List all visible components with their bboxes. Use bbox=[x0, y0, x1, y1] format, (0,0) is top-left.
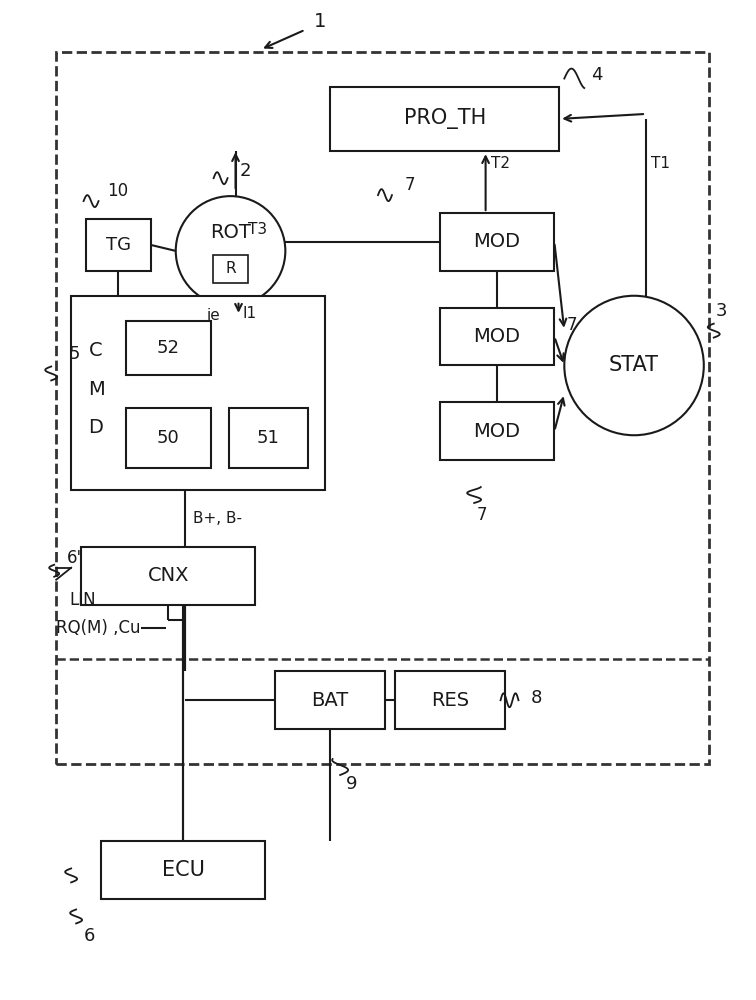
Text: 6: 6 bbox=[83, 927, 94, 945]
Text: MOD: MOD bbox=[473, 327, 521, 346]
Bar bbox=[275, 671, 385, 729]
Text: 6': 6' bbox=[67, 549, 82, 567]
Text: C: C bbox=[89, 341, 103, 360]
Text: T3: T3 bbox=[249, 222, 268, 237]
Bar bbox=[126, 408, 211, 468]
Bar bbox=[440, 402, 554, 460]
Text: 4: 4 bbox=[591, 66, 603, 84]
Text: 10: 10 bbox=[107, 182, 129, 200]
Bar bbox=[86, 219, 151, 271]
Text: RES: RES bbox=[431, 691, 469, 710]
Text: MOD: MOD bbox=[473, 422, 521, 441]
Text: 2: 2 bbox=[240, 162, 251, 180]
Text: LIN: LIN bbox=[69, 591, 96, 609]
Text: 5: 5 bbox=[68, 345, 80, 363]
Text: MOD: MOD bbox=[473, 232, 521, 251]
Text: ROT: ROT bbox=[210, 223, 251, 242]
Text: B+, B-: B+, B- bbox=[194, 511, 243, 526]
Circle shape bbox=[175, 196, 285, 306]
Text: TG: TG bbox=[106, 236, 131, 254]
Text: 3: 3 bbox=[716, 302, 727, 320]
Text: M: M bbox=[88, 380, 104, 399]
Bar bbox=[71, 296, 325, 490]
Text: 7: 7 bbox=[404, 176, 415, 194]
Bar bbox=[101, 841, 265, 899]
Bar bbox=[126, 321, 211, 375]
Text: I1: I1 bbox=[243, 306, 256, 321]
Bar bbox=[228, 408, 308, 468]
Text: 51: 51 bbox=[257, 429, 280, 447]
Bar bbox=[212, 255, 249, 283]
Text: 52: 52 bbox=[156, 339, 180, 357]
Bar bbox=[330, 87, 559, 151]
Bar bbox=[395, 671, 504, 729]
Text: T1: T1 bbox=[651, 156, 670, 171]
Text: R: R bbox=[225, 261, 236, 276]
Text: 8: 8 bbox=[531, 689, 542, 707]
Text: D: D bbox=[88, 418, 104, 437]
Text: ie: ie bbox=[207, 308, 221, 323]
Text: STAT: STAT bbox=[609, 355, 659, 375]
Text: 50: 50 bbox=[157, 429, 180, 447]
Text: PRO_TH: PRO_TH bbox=[404, 108, 486, 129]
Circle shape bbox=[564, 296, 704, 435]
Bar bbox=[81, 547, 256, 605]
Text: BAT: BAT bbox=[311, 691, 349, 710]
Bar bbox=[440, 308, 554, 365]
Text: 7: 7 bbox=[567, 316, 578, 334]
Bar bbox=[56, 52, 709, 764]
Text: 1: 1 bbox=[314, 12, 327, 31]
Text: 9: 9 bbox=[346, 775, 358, 793]
Text: ECU: ECU bbox=[162, 860, 205, 880]
Text: RQ(M) ,Cu: RQ(M) ,Cu bbox=[56, 619, 141, 637]
Text: 7: 7 bbox=[477, 506, 488, 524]
Text: T2: T2 bbox=[491, 156, 510, 171]
Text: CNX: CNX bbox=[147, 566, 189, 585]
Bar bbox=[440, 213, 554, 271]
